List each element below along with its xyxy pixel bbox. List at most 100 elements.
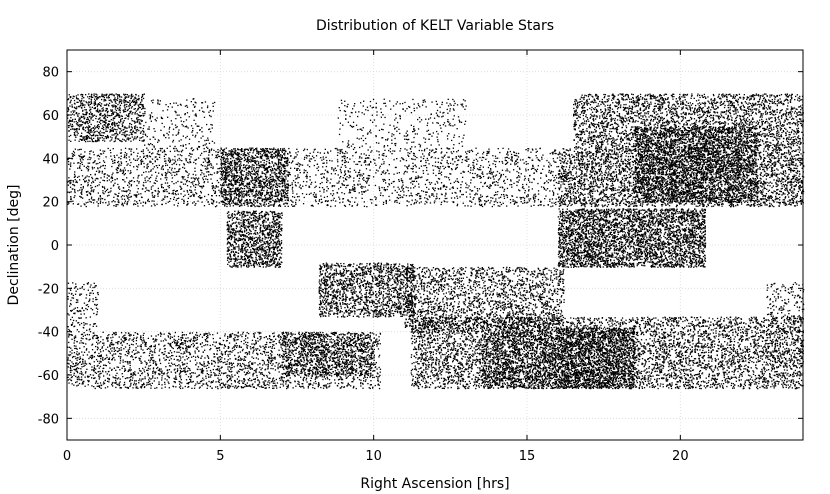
data-point	[135, 160, 136, 161]
data-point	[93, 189, 94, 190]
data-point	[266, 194, 267, 195]
data-point	[87, 138, 88, 139]
data-point	[185, 126, 186, 127]
data-point	[101, 153, 102, 154]
data-point	[276, 169, 277, 170]
data-point	[137, 129, 138, 130]
data-point	[95, 102, 96, 103]
data-point	[102, 125, 103, 126]
data-point	[202, 165, 203, 166]
data-point	[254, 197, 255, 198]
data-point	[152, 168, 153, 169]
data-point	[137, 99, 138, 100]
data-point	[114, 183, 115, 184]
data-point	[271, 192, 272, 193]
data-point	[110, 156, 111, 157]
data-point	[411, 151, 412, 152]
data-point	[238, 159, 239, 160]
data-point	[282, 148, 283, 149]
data-point	[521, 173, 522, 174]
data-point	[296, 149, 297, 150]
data-point	[114, 133, 115, 134]
data-point	[449, 173, 450, 174]
data-point	[68, 108, 69, 109]
data-point	[178, 129, 179, 130]
data-point	[279, 176, 280, 177]
data-point	[70, 166, 71, 167]
data-point	[316, 186, 317, 187]
data-point	[98, 155, 99, 156]
data-point	[70, 141, 71, 142]
data-point	[206, 171, 207, 172]
data-point	[232, 175, 233, 176]
data-point	[108, 201, 109, 202]
data-point	[185, 106, 186, 107]
data-point	[557, 194, 558, 195]
data-point	[397, 173, 398, 174]
data-point	[434, 200, 435, 201]
data-point	[87, 127, 88, 128]
data-point	[212, 103, 213, 104]
data-point	[145, 158, 146, 159]
data-point	[276, 183, 277, 184]
data-point	[87, 119, 88, 120]
data-point	[95, 96, 96, 97]
data-point	[179, 140, 180, 141]
data-point	[176, 171, 177, 172]
data-point	[297, 170, 298, 171]
data-point	[145, 180, 146, 181]
data-point	[127, 185, 128, 186]
data-point	[235, 154, 236, 155]
data-point	[164, 151, 165, 152]
data-point	[270, 186, 271, 187]
data-point	[127, 110, 128, 111]
data-point	[111, 111, 112, 112]
data-point	[123, 100, 124, 101]
data-point	[79, 168, 80, 169]
data-point	[176, 148, 177, 149]
data-point	[230, 175, 231, 176]
data-point	[152, 152, 153, 153]
data-point	[249, 152, 250, 153]
data-point	[474, 177, 475, 178]
data-point	[185, 159, 186, 160]
data-point	[206, 199, 207, 200]
data-point	[122, 203, 123, 204]
data-point	[131, 185, 132, 186]
data-point	[144, 113, 145, 114]
data-point	[136, 100, 137, 101]
data-point	[260, 185, 261, 186]
data-point	[191, 101, 192, 102]
data-point	[84, 166, 85, 167]
data-point	[222, 173, 223, 174]
data-point	[125, 148, 126, 149]
data-point	[250, 175, 251, 176]
data-point	[292, 193, 293, 194]
data-point	[238, 175, 239, 176]
data-point	[259, 187, 260, 188]
data-point	[489, 171, 490, 172]
data-point	[255, 200, 256, 201]
data-point	[100, 166, 101, 167]
data-point	[79, 179, 80, 180]
data-point	[194, 201, 195, 202]
data-point	[198, 181, 199, 182]
data-point	[280, 205, 281, 206]
data-point	[116, 155, 117, 156]
data-point	[274, 190, 275, 191]
data-point	[113, 200, 114, 201]
data-point	[277, 187, 278, 188]
data-point	[109, 203, 110, 204]
data-point	[248, 159, 249, 160]
data-point	[239, 194, 240, 195]
data-point	[112, 122, 113, 123]
data-point	[274, 181, 275, 182]
data-point	[281, 189, 282, 190]
data-point	[72, 184, 73, 185]
data-point	[128, 97, 129, 98]
data-point	[121, 99, 122, 100]
data-point	[273, 166, 274, 167]
data-point	[84, 140, 85, 141]
data-point	[91, 94, 92, 95]
data-point	[186, 126, 187, 127]
